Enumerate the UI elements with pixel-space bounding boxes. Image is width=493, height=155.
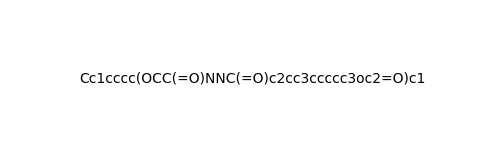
Text: Cc1cccc(OCC(=O)NNC(=O)c2cc3ccccc3oc2=O)c1: Cc1cccc(OCC(=O)NNC(=O)c2cc3ccccc3oc2=O)c…	[79, 71, 426, 85]
